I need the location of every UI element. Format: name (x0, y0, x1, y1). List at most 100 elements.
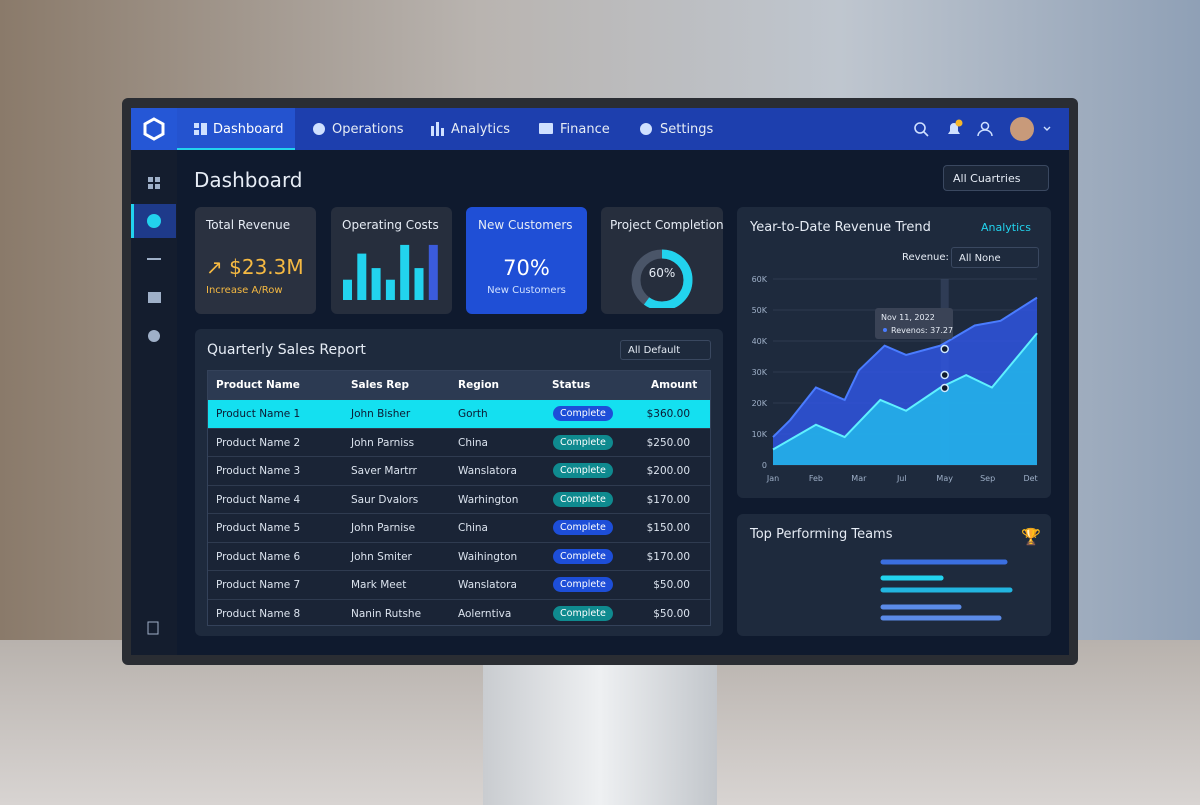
card-caption: Increase A/Row (206, 285, 283, 296)
nav-icons (194, 117, 1051, 141)
mini-bar (371, 268, 381, 300)
line (772, 296, 1038, 438)
donut (631, 249, 693, 308)
cell: Product Name 2 (216, 436, 301, 449)
table-row: Product Name 6 John Smiter Waihington Compl… (208, 541, 710, 571)
cell: Wanslatora (458, 579, 517, 591)
teams-bars-right (899, 575, 1013, 621)
table-row: Product Name 1 John Bisher Gorth Complete $3… (208, 399, 710, 428)
table-row: Product Name 4 Saur Dvalors Warhington Comp… (208, 484, 710, 514)
column-header: Sales Rep (351, 379, 409, 391)
x-tick-label: Sep (980, 474, 995, 483)
mini-bar (385, 279, 395, 300)
tooltip-text: Revenos: 37.27 (891, 326, 953, 335)
cell: $200.00 (646, 465, 690, 477)
x-tick-label: May (936, 474, 953, 483)
cell: Aolerntiva (458, 607, 512, 620)
y-tick-label: 10K (752, 430, 768, 439)
x-tick-label: Det (1023, 474, 1037, 483)
status-pill: Complete (553, 577, 613, 592)
tooltip-dot (883, 328, 887, 332)
area-chart: 0 10K 20K 30K 40K 50K 60K Jan Feb Mar Jul May Sep Det… (752, 275, 1038, 483)
cell: China (458, 522, 488, 534)
status-pill: Complete (553, 520, 613, 535)
card-title: Project Completion (610, 218, 724, 232)
sidebar-icons (147, 177, 161, 635)
card-title: Operating Costs (342, 218, 439, 232)
cell: $250.00 (646, 436, 690, 449)
cell: Wanslatora (458, 465, 517, 477)
cell: $170.00 (646, 550, 690, 563)
hover-point (940, 344, 949, 354)
hover-point (940, 383, 949, 393)
status-pill: Complete (553, 434, 613, 450)
cell: Waihington (458, 550, 518, 563)
cell: Product Name 8 (216, 607, 301, 620)
table-row: Product Name 2 John Parniss China Complete $… (208, 427, 710, 457)
cell: Saver Martrr (351, 465, 417, 477)
screen: Dashboard Operations Analytics Finance S… (131, 108, 1069, 655)
column-header: Product Name (216, 379, 300, 391)
table-filter[interactable]: All Default (620, 340, 711, 360)
table-title: Quarterly Sales Report (207, 342, 366, 358)
chart-menu[interactable]: Analytics (981, 221, 1031, 234)
status-pill: Complete (553, 463, 613, 478)
cell: John Smiter (351, 550, 412, 563)
cell: Product Name 3 (216, 465, 301, 477)
card-caption: New Customers (487, 285, 566, 296)
column-header: Region (458, 379, 500, 391)
monitor-stand (483, 665, 717, 805)
cell: Mark Meet (351, 579, 407, 591)
cell: China (458, 436, 488, 449)
page-title: Dashboard (194, 168, 303, 192)
status-pill: Complete (553, 605, 613, 621)
nav-item[interactable]: Analytics (451, 122, 511, 137)
chart-filter[interactable]: All None (951, 247, 1039, 268)
mini-bar (343, 279, 352, 300)
chart-title: Year-to-Date Revenue Trend (750, 220, 931, 235)
cell: Product Name 5 (216, 522, 301, 534)
card (195, 207, 316, 314)
card-title: Total Revenue (206, 218, 291, 232)
nav-item[interactable]: Finance (560, 122, 610, 137)
mini-bar (357, 253, 367, 300)
status-pill: Complete (553, 548, 613, 564)
y-tick-label: 30K (752, 368, 768, 377)
cell: Product Name 6 (216, 550, 301, 563)
logo (131, 108, 177, 150)
table-row: Product Name 5 John Parnise China Complete $… (208, 513, 710, 542)
card (466, 207, 587, 314)
mini-bar (400, 244, 410, 300)
table-row: Product Name 7 Mark Meet Wanslatora Complet… (208, 570, 710, 599)
cell: Nanin Rutshe (351, 607, 422, 620)
mini-bar (428, 244, 438, 300)
tooltip-date: Nov 11, 2022 (881, 313, 935, 322)
mini-bar (414, 268, 424, 300)
y-tick-label: 60K (752, 275, 768, 284)
tooltip-box (875, 308, 953, 339)
hover-point (940, 370, 949, 380)
mini-bar-chart (343, 244, 438, 300)
filter-dropdown[interactable]: All Cuartries (943, 165, 1049, 191)
donut-label: 60% (648, 266, 676, 280)
cell: Saur Dvalors (351, 493, 419, 506)
cell: Product Name 4 (216, 493, 301, 506)
card-value-text: $23.3M (229, 255, 304, 279)
x-tick-label: Mar (851, 474, 867, 483)
logo-icon (143, 117, 165, 141)
cell: Gorth (458, 408, 488, 420)
y-tick-label: 0 (762, 461, 767, 470)
nav-item[interactable]: Operations (332, 122, 404, 137)
donut-arc (631, 249, 693, 308)
nav-item[interactable]: Settings (660, 122, 714, 137)
column-header: Amount (651, 379, 698, 391)
chart-filter-label: Revenue: (902, 252, 949, 263)
card-title: New Customers (478, 218, 573, 232)
table: Product Name Sales Rep Region Status Amount P… (207, 370, 711, 626)
nav-item[interactable]: Dashboard (213, 122, 284, 137)
nav-active (177, 108, 295, 150)
area (773, 333, 1037, 465)
y-tick-label: 40K (752, 337, 768, 346)
line (772, 332, 1038, 451)
